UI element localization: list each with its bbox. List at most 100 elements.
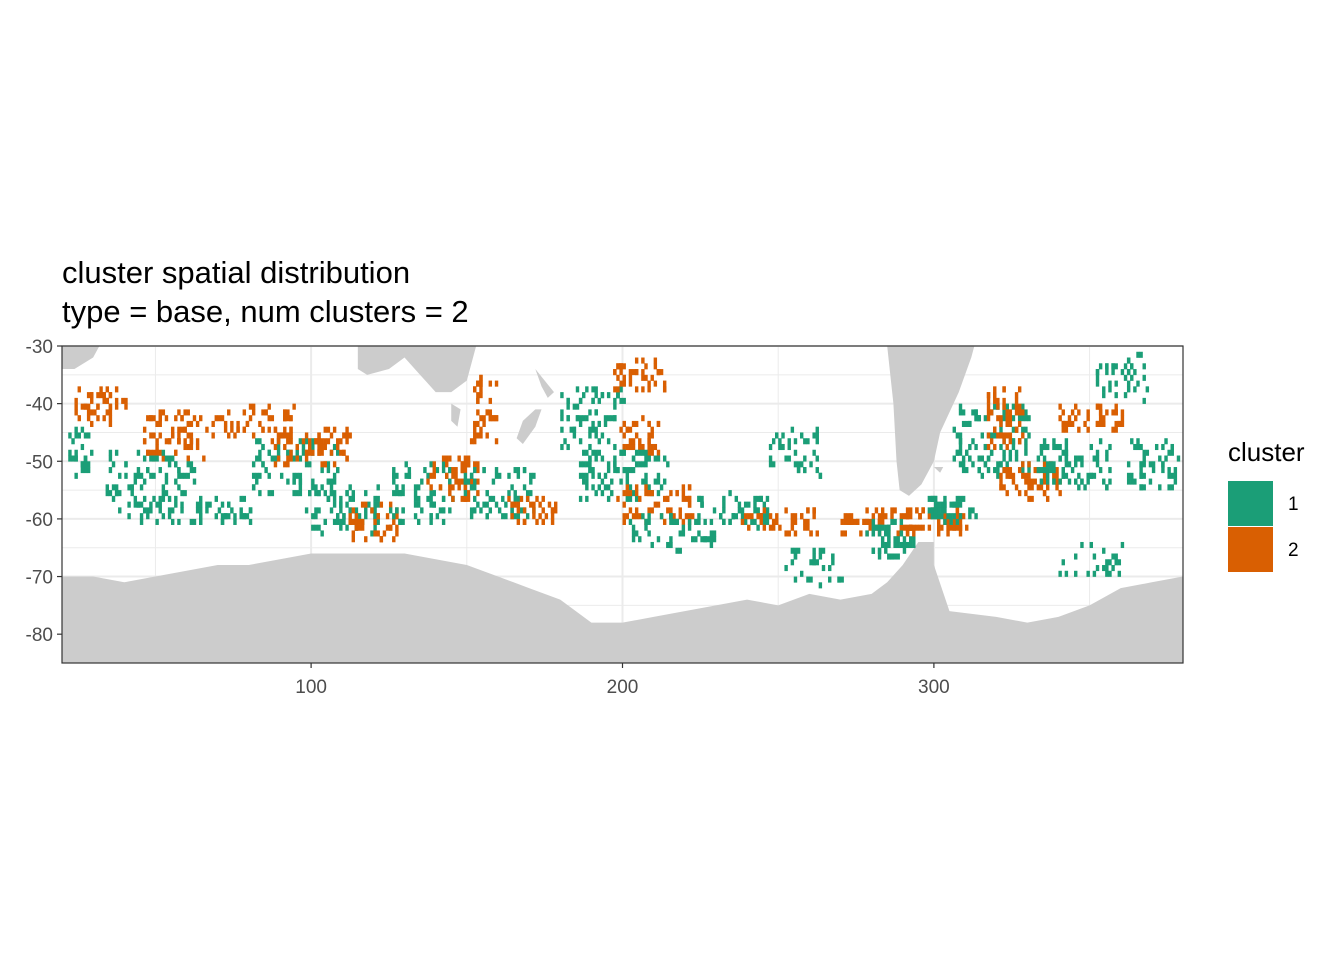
cell-cluster-2 (647, 438, 651, 445)
cell-cluster-1 (413, 501, 418, 508)
cell-cluster-1 (597, 472, 602, 479)
cell-cluster-1 (127, 501, 131, 508)
cell-cluster-1 (578, 438, 583, 445)
cell-cluster-1 (1077, 472, 1081, 479)
cell-cluster-2 (1017, 490, 1022, 497)
cell-cluster-1 (497, 507, 502, 514)
land-new-zealand-south (516, 409, 542, 444)
cell-cluster-1 (600, 432, 605, 439)
cell-cluster-2 (622, 490, 626, 497)
cell-cluster-1 (1130, 478, 1134, 485)
cell-cluster-1 (943, 507, 947, 514)
cell-cluster-1 (996, 472, 1000, 479)
cell-cluster-1 (943, 518, 947, 525)
cell-cluster-1 (416, 518, 421, 525)
cell-cluster-1 (877, 530, 882, 537)
cell-cluster-1 (578, 420, 583, 427)
cell-cluster-1 (174, 495, 178, 502)
cell-cluster-1 (896, 553, 900, 560)
cell-cluster-2 (395, 513, 399, 520)
cell-cluster-1 (930, 507, 935, 514)
cell-cluster-2 (473, 426, 477, 433)
cell-cluster-1 (298, 484, 303, 491)
cell-cluster-2 (454, 472, 458, 479)
cell-cluster-2 (522, 518, 527, 525)
cell-cluster-1 (831, 553, 835, 560)
cell-cluster-2 (476, 409, 480, 416)
cell-cluster-1 (871, 530, 876, 537)
cell-cluster-2 (158, 415, 162, 422)
cell-cluster-2 (488, 409, 493, 416)
cell-cluster-2 (1098, 403, 1103, 410)
cell-cluster-2 (183, 409, 187, 416)
cell-cluster-1 (952, 455, 956, 462)
cell-cluster-1 (392, 467, 396, 474)
cell-cluster-2 (242, 409, 247, 416)
cell-cluster-2 (927, 524, 932, 531)
cell-cluster-2 (1008, 467, 1013, 474)
cell-cluster-1 (949, 501, 953, 508)
cell-cluster-2 (647, 507, 651, 514)
cell-cluster-2 (993, 443, 997, 451)
cell-cluster-1 (722, 495, 726, 502)
cell-cluster-1 (606, 392, 611, 399)
cell-cluster-1 (522, 484, 527, 491)
cell-cluster-2 (952, 524, 956, 531)
cell-cluster-2 (915, 507, 919, 514)
cell-cluster-1 (336, 513, 340, 520)
cell-cluster-1 (401, 518, 405, 525)
cell-cluster-1 (441, 507, 446, 514)
cell-cluster-1 (986, 455, 991, 462)
cell-cluster-1 (560, 409, 564, 416)
cell-cluster-2 (351, 518, 356, 525)
cell-cluster-2 (628, 490, 633, 497)
cell-cluster-1 (1102, 392, 1106, 399)
cell-cluster-1 (332, 443, 337, 451)
cell-cluster-1 (933, 513, 938, 520)
cell-cluster-1 (591, 397, 595, 404)
cell-cluster-1 (796, 547, 801, 554)
cell-cluster-1 (1173, 467, 1178, 474)
cell-cluster-1 (1139, 351, 1143, 358)
cell-cluster-1 (737, 501, 742, 508)
cell-cluster-2 (142, 438, 147, 445)
cell-cluster-2 (1017, 467, 1022, 474)
cell-cluster-1 (610, 478, 614, 485)
cell-cluster-2 (809, 530, 813, 537)
cell-cluster-1 (473, 484, 477, 491)
cell-cluster-2 (806, 524, 810, 531)
cell-cluster-1 (1108, 559, 1112, 566)
cell-cluster-1 (983, 461, 988, 468)
cell-cluster-2 (937, 524, 941, 531)
cell-cluster-2 (473, 438, 477, 445)
cell-cluster-2 (619, 426, 623, 433)
cell-cluster-2 (771, 518, 776, 525)
cell-cluster-2 (806, 518, 810, 525)
cell-cluster-1 (332, 495, 337, 502)
cell-cluster-2 (519, 495, 524, 502)
cell-cluster-1 (342, 513, 346, 520)
cell-cluster-2 (336, 443, 340, 451)
cell-cluster-1 (619, 449, 623, 456)
cell-cluster-2 (1014, 397, 1019, 404)
cell-cluster-2 (96, 403, 100, 410)
cell-cluster-1 (1126, 461, 1131, 468)
cell-cluster-1 (709, 541, 714, 549)
cell-cluster-1 (958, 501, 963, 508)
cell-cluster-2 (432, 472, 436, 479)
cell-cluster-2 (1017, 409, 1022, 416)
cell-cluster-2 (921, 507, 925, 514)
cell-cluster-2 (1114, 409, 1118, 416)
cell-cluster-1 (83, 432, 88, 439)
cell-cluster-2 (86, 392, 91, 399)
cell-cluster-2 (186, 443, 190, 451)
cell-cluster-1 (174, 478, 178, 485)
cell-cluster-1 (1064, 570, 1069, 577)
cell-cluster-1 (114, 484, 119, 491)
cell-cluster-2 (267, 415, 271, 422)
cell-cluster-2 (251, 409, 256, 416)
cell-cluster-1 (999, 426, 1003, 433)
cell-cluster-2 (1024, 472, 1028, 479)
cell-cluster-1 (656, 536, 661, 543)
cell-cluster-2 (180, 415, 184, 422)
